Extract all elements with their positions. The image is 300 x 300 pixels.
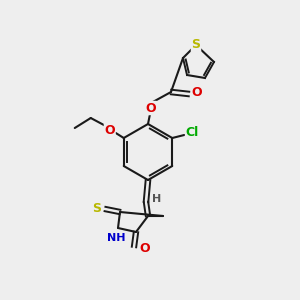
Text: O: O xyxy=(192,86,202,100)
Text: H: H xyxy=(152,194,162,204)
Text: O: O xyxy=(140,242,150,254)
Text: O: O xyxy=(146,101,156,115)
Text: S: S xyxy=(191,38,200,52)
Text: Cl: Cl xyxy=(186,125,199,139)
Text: NH: NH xyxy=(107,233,125,243)
Text: O: O xyxy=(104,124,115,136)
Text: S: S xyxy=(92,202,101,214)
